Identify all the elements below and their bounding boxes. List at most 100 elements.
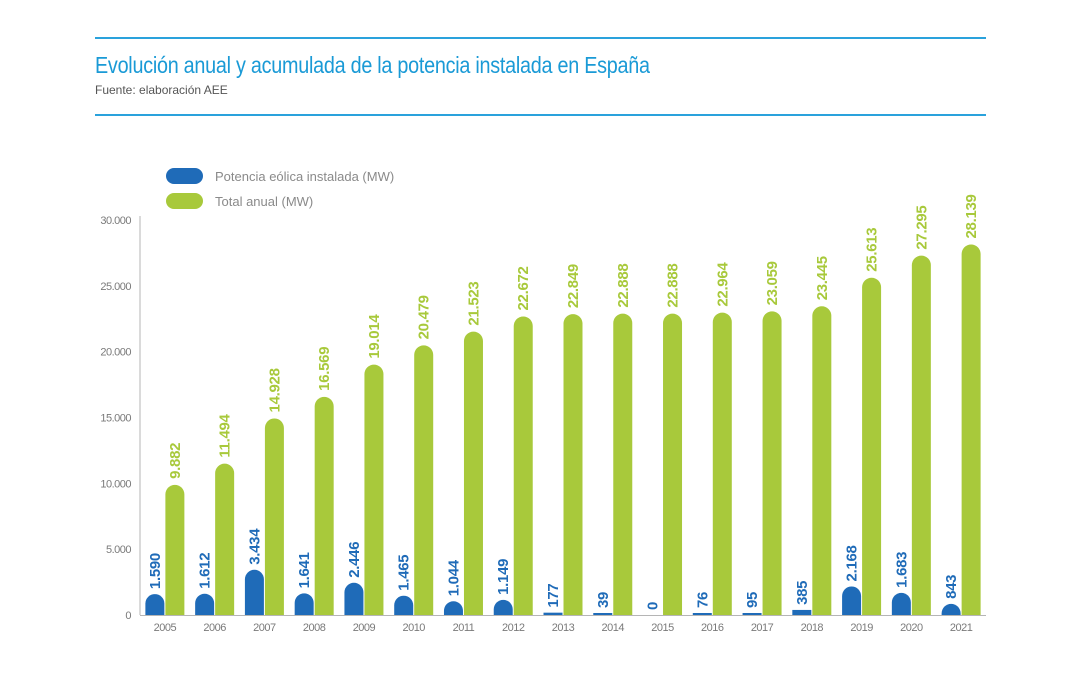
bar-green-2019	[862, 277, 882, 615]
data-label-green-2012: 22.672	[515, 266, 532, 310]
data-label-blue-2007: 3.434	[246, 528, 263, 565]
data-label-blue-2012: 1.149	[495, 559, 512, 595]
bar-blue-2012	[493, 599, 513, 615]
bar-green-2020	[911, 255, 931, 615]
chart-subtitle: Fuente: elaboración AEE	[95, 83, 228, 97]
bar-green-2006	[215, 463, 235, 615]
header-rule-bottom	[95, 114, 986, 116]
data-label-blue-2018: 385	[794, 581, 811, 605]
data-label-green-2018: 23.445	[814, 256, 831, 300]
x-tick-label: 2018	[801, 622, 824, 634]
bar-green-2017	[762, 311, 782, 615]
bar-green-2012	[513, 316, 533, 615]
bar-blue-2021	[941, 603, 961, 615]
legend-swatch-1	[166, 193, 203, 209]
x-tick-label: 2010	[402, 622, 425, 634]
bar-blue-2014	[593, 613, 613, 615]
x-tick-label: 2016	[701, 622, 724, 634]
y-tick-label: 5.000	[106, 544, 131, 556]
bar-blue-2020	[891, 592, 911, 615]
bar-green-2005	[165, 484, 185, 615]
chart-title: Evolución anual y acumulada de la potenc…	[95, 52, 650, 78]
x-tick-label: 2008	[303, 622, 326, 634]
x-tick-label: 2015	[651, 622, 674, 634]
data-label-green-2011: 21.523	[465, 282, 482, 326]
x-tick-label: 2006	[203, 622, 226, 634]
x-tick-label: 2020	[900, 622, 923, 634]
data-label-blue-2017: 95	[744, 592, 761, 608]
data-label-green-2008: 16.569	[316, 347, 333, 391]
bar-blue-2016	[692, 613, 712, 615]
y-tick-label: 30.000	[100, 215, 131, 227]
data-label-blue-2010: 1.465	[396, 555, 413, 591]
x-tick-label: 2021	[950, 622, 973, 634]
bar-green-2013	[563, 314, 583, 615]
data-label-blue-2021: 843	[943, 575, 960, 599]
bar-green-2009	[364, 364, 384, 615]
bar-blue-2009	[344, 582, 364, 615]
bar-green-2014	[613, 313, 633, 615]
bar-green-2016	[712, 312, 732, 615]
y-tick-label: 20.000	[100, 347, 131, 359]
bar-blue-2008	[294, 593, 314, 615]
x-tick-label: 2009	[353, 622, 376, 634]
data-label-green-2020: 27.295	[913, 206, 930, 250]
bar-green-2010	[414, 345, 434, 615]
data-label-blue-2014: 39	[595, 592, 612, 608]
data-label-green-2014: 22.888	[615, 264, 632, 308]
bar-blue-2007	[244, 569, 264, 615]
data-label-green-2010: 20.479	[416, 295, 433, 339]
data-label-blue-2006: 1.612	[197, 553, 214, 589]
legend-label-0: Potencia eólica instalada (MW)	[215, 169, 394, 184]
data-label-blue-2016: 76	[694, 592, 711, 608]
bar-blue-2019	[842, 586, 862, 615]
bar-blue-2010	[394, 595, 414, 615]
y-tick-label: 15.000	[100, 413, 131, 425]
data-label-green-2019: 25.613	[864, 228, 881, 272]
data-label-blue-2013: 177	[545, 584, 562, 608]
data-label-blue-2015: 0	[645, 602, 662, 610]
x-tick-label: 2017	[751, 622, 774, 634]
legend: Potencia eólica instalada (MW) Total anua…	[166, 168, 394, 209]
data-label-blue-2020: 1.683	[893, 552, 910, 588]
header-rule-top	[95, 37, 986, 39]
data-label-blue-2008: 1.641	[296, 552, 313, 588]
data-label-blue-2019: 2.168	[844, 545, 861, 581]
x-tick-label: 2011	[453, 622, 475, 634]
legend-label-1: Total anual (MW)	[215, 194, 313, 209]
data-label-green-2006: 11.494	[217, 413, 234, 457]
x-tick-label: 2007	[253, 622, 276, 634]
data-label-green-2013: 22.849	[565, 264, 582, 308]
data-label-green-2005: 9.882	[167, 443, 184, 479]
bar-blue-2011	[443, 601, 463, 615]
bar-blue-2006	[195, 593, 215, 615]
legend-swatch-0	[166, 168, 203, 184]
data-label-blue-2005: 1.590	[147, 553, 164, 589]
bars: 1.590 9.882 1.612 11.494 3.434 14.928 1.641 16.…	[145, 194, 981, 615]
bar-blue-2017	[742, 613, 762, 615]
x-tick-label: 2005	[154, 622, 177, 634]
bar-green-2021	[961, 244, 981, 615]
data-label-blue-2011: 1.044	[445, 559, 462, 596]
data-label-green-2007: 14.928	[266, 368, 283, 412]
bar-green-2007	[264, 418, 284, 615]
bar-blue-2013	[543, 612, 563, 615]
x-tick-label: 2019	[850, 622, 873, 634]
bar-green-2008	[314, 396, 334, 615]
x-tick-label: 2014	[602, 622, 625, 634]
bar-green-2011	[463, 331, 483, 615]
bar-blue-2018	[792, 609, 812, 615]
y-tick-label: 25.000	[100, 281, 131, 293]
data-label-green-2015: 22.888	[665, 264, 682, 308]
bar-green-2015	[663, 313, 683, 615]
data-label-blue-2009: 2.446	[346, 542, 363, 578]
bar-blue-2005	[145, 594, 165, 615]
data-label-green-2021: 28.139	[963, 194, 980, 238]
y-axis: 0 5.000 10.000 15.000 20.000 25.000 30.000	[100, 215, 141, 622]
y-tick-label: 0	[125, 610, 131, 622]
x-axis: 2005 2006 2007 2008 2009 2010 2011 2012 2013 2014…	[140, 615, 986, 634]
data-label-green-2017: 23.059	[764, 261, 781, 305]
data-label-green-2009: 19.014	[366, 314, 383, 359]
data-label-green-2016: 22.964	[714, 262, 731, 307]
